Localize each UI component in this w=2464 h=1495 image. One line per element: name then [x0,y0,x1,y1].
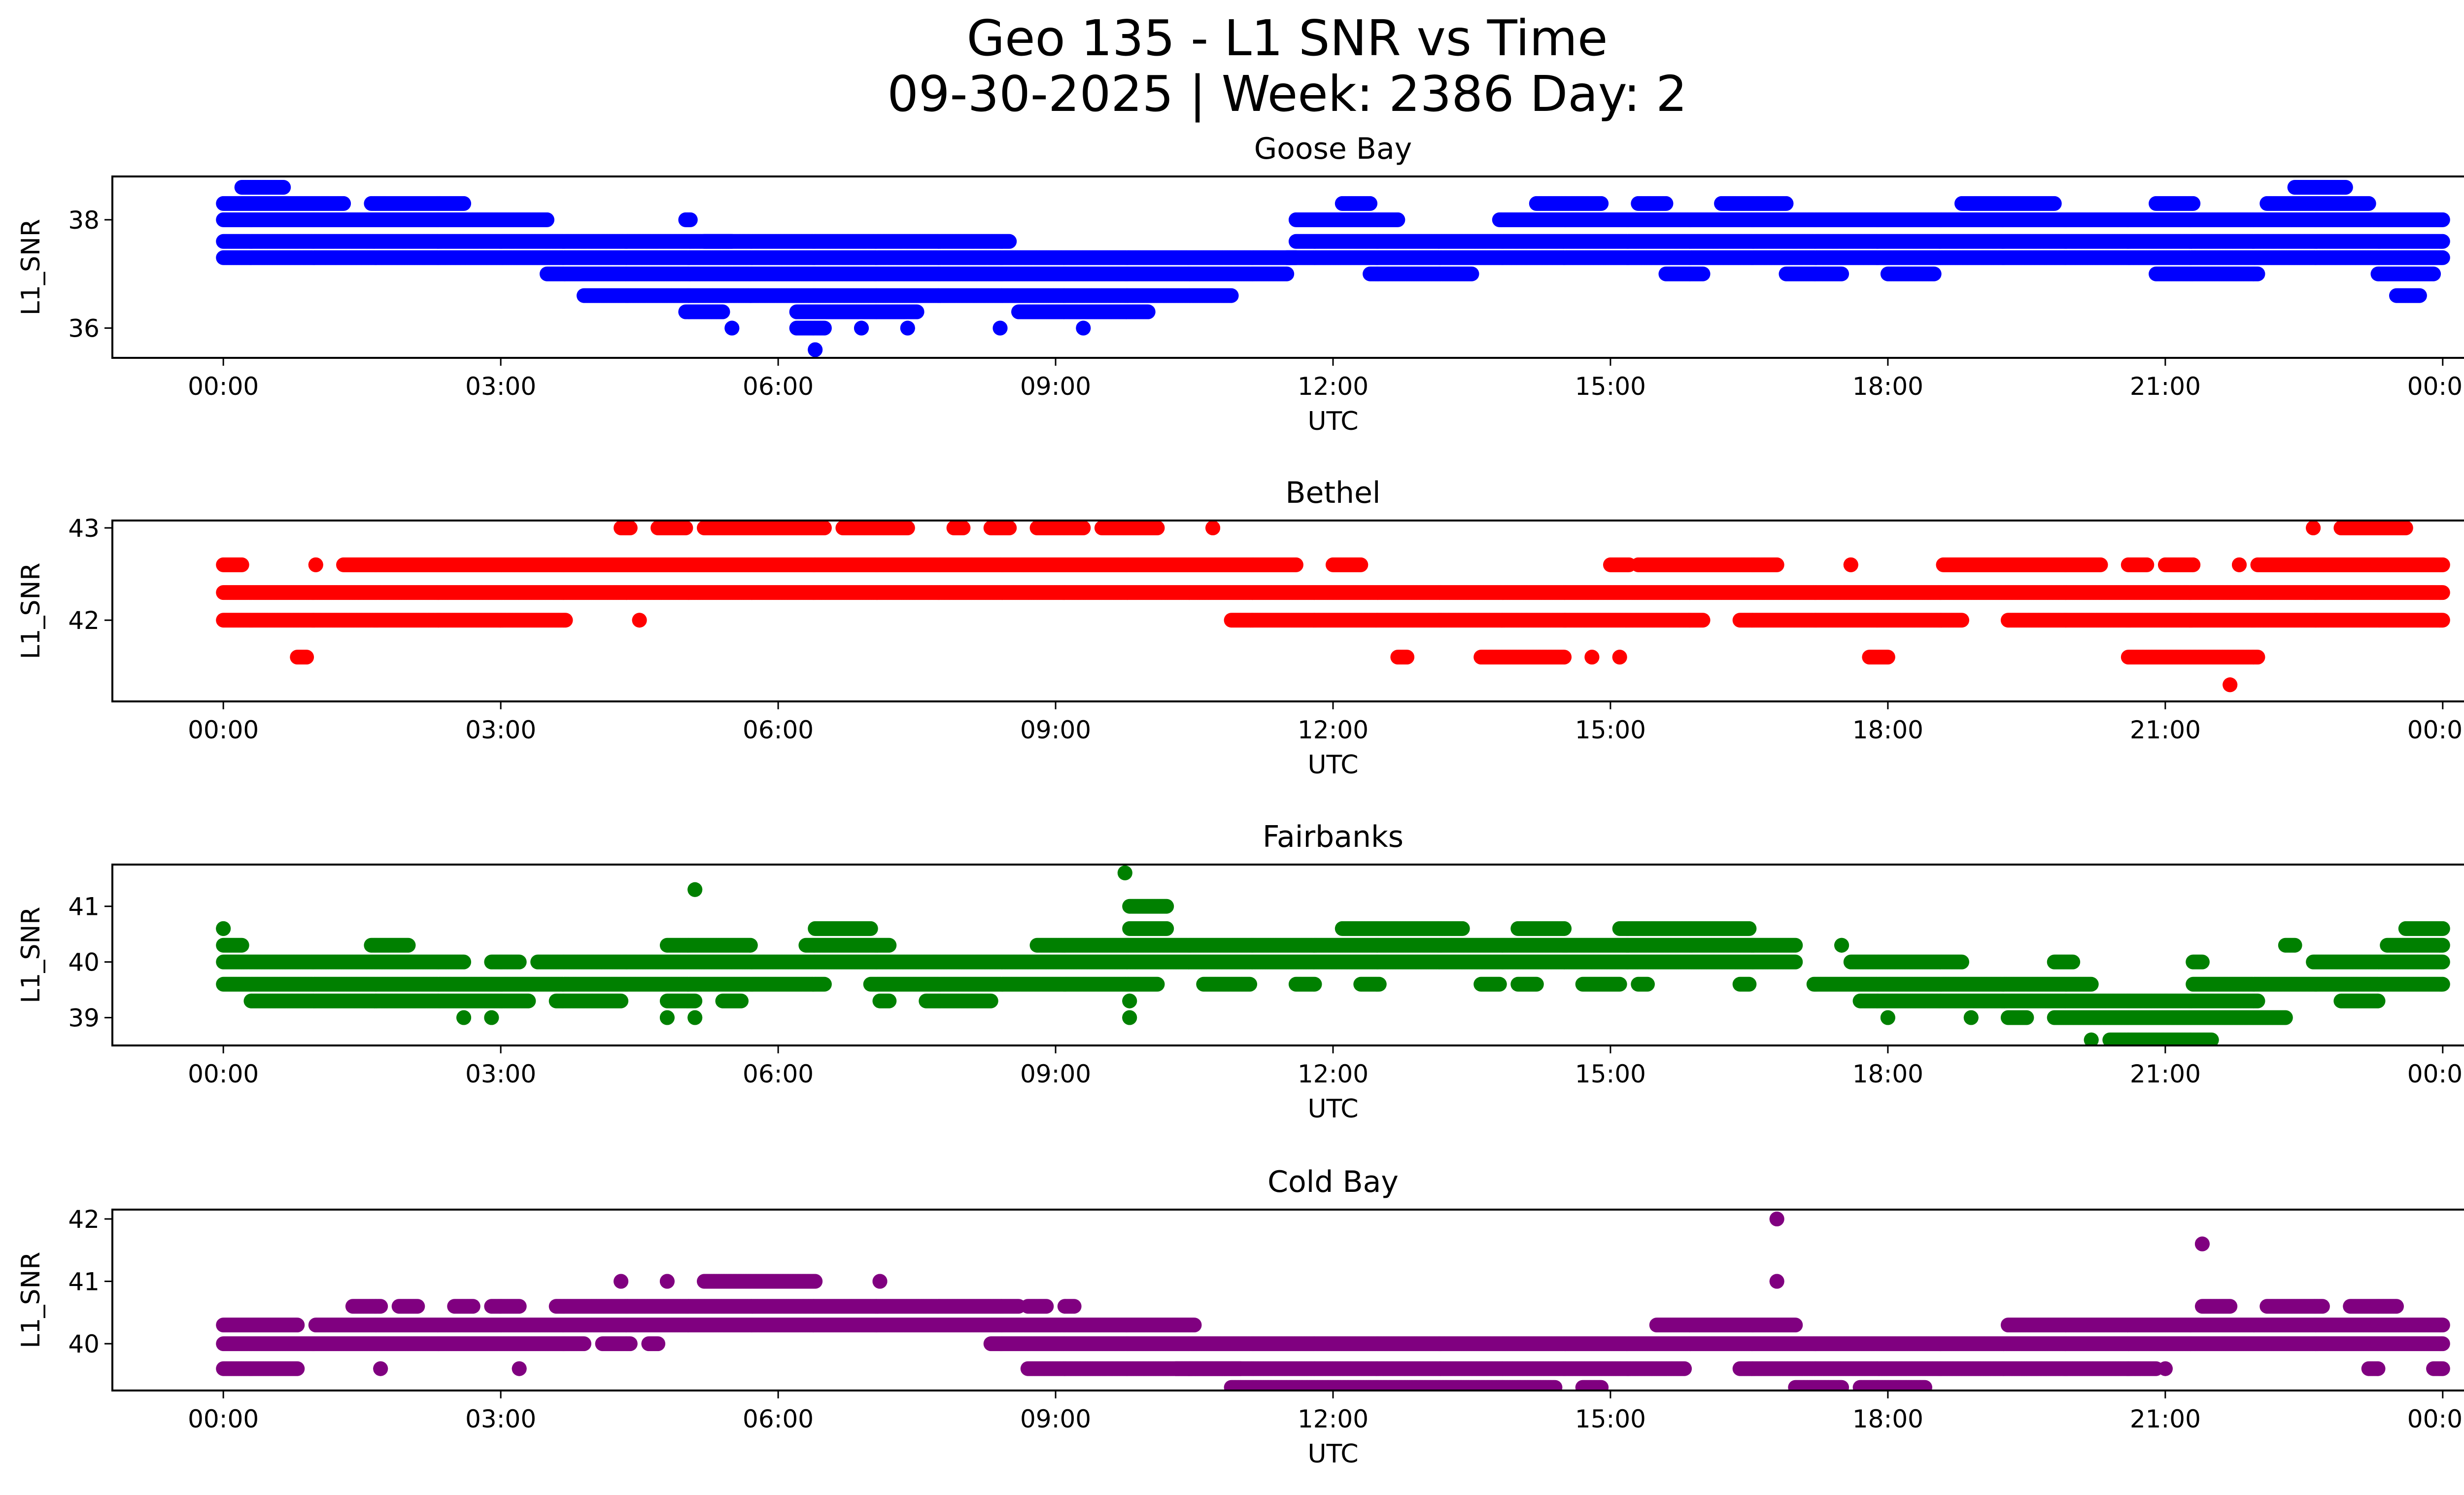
data-point [276,180,291,195]
data-point [2361,196,2376,211]
data-point [540,212,554,227]
data-point [1658,196,1674,211]
data-point [683,212,698,227]
data-point [2435,212,2450,227]
data-point [1594,196,1609,211]
data-point [336,196,351,211]
data-point [1779,196,1794,211]
panel-title: Goose Bay [1254,132,1412,166]
data-point [2186,196,2201,211]
data-point [1363,196,1378,211]
data-point [456,196,472,211]
figure-title-line-1: Geo 135 - L1 SNR vs Time [967,9,1608,67]
data-point [1390,212,1405,227]
figure-title-line-2: 09-30-2025 | Week: 2386 Day: 2 [887,65,1687,123]
data-point [2047,196,2062,211]
series-points [216,180,2450,357]
panel-goose-bay: Goose Bay 00:00 03:00 06:00 09:00 12:00 15:00… [16,132,2464,436]
data-point [2338,180,2353,195]
data-point [2435,234,2450,249]
data-point [1002,234,1017,249]
